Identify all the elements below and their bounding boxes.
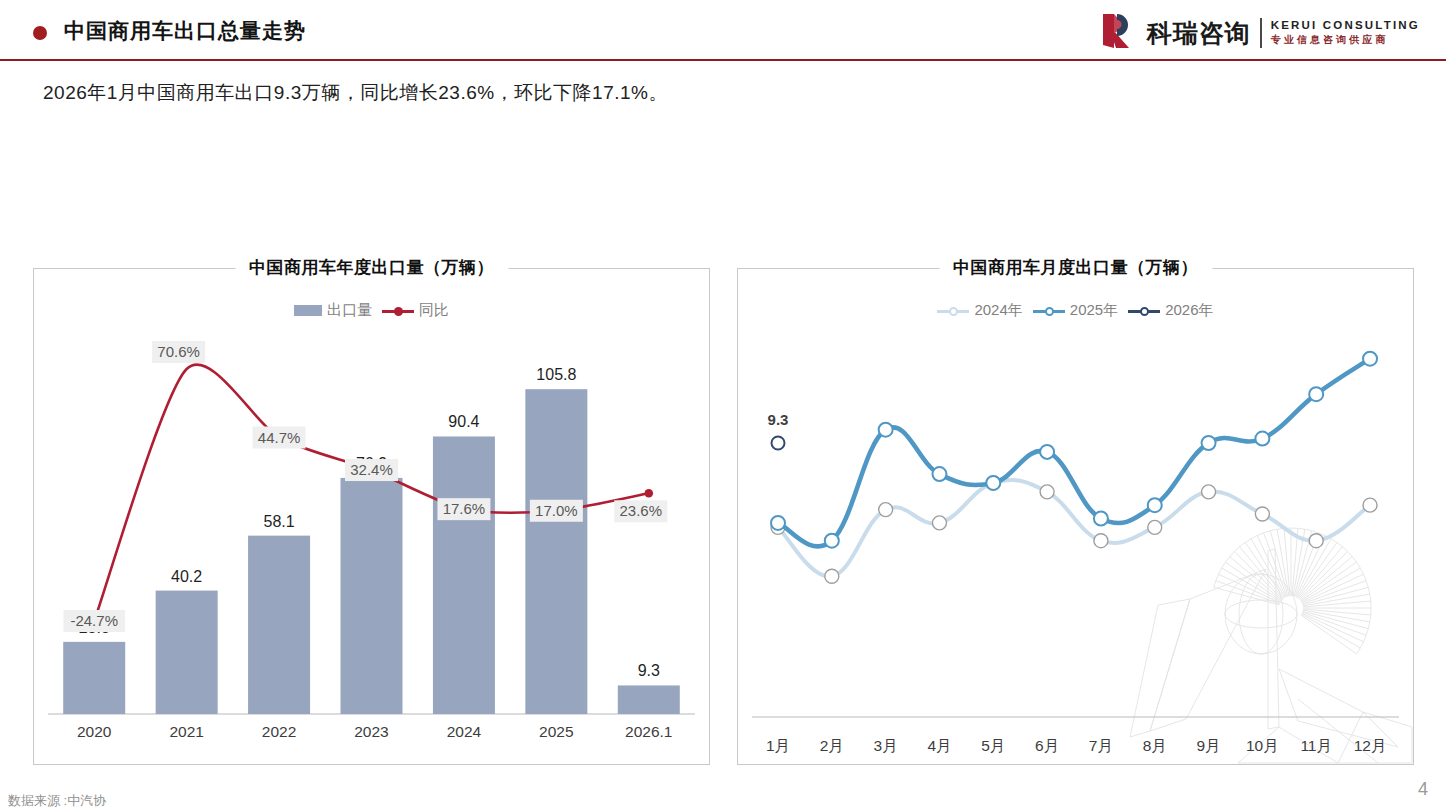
kerui-logo-mark-icon	[1098, 11, 1138, 55]
marker-2025	[1363, 352, 1377, 366]
marker-2024	[1363, 498, 1377, 512]
bar-2024	[433, 436, 495, 714]
summary-text: 2026年1月中国商用车出口9.3万辆，同比增长23.6%，环比下降17.1%。	[43, 80, 668, 106]
bar-value-label: 40.2	[171, 568, 202, 585]
marker-2024	[1040, 485, 1054, 499]
x-tick-label: 2022	[262, 723, 296, 740]
yoy-label: 70.6%	[157, 343, 200, 360]
bar-2020	[63, 642, 125, 714]
logo-separator	[1260, 18, 1262, 48]
bar-value-label: 105.8	[536, 366, 576, 383]
marker-2025	[1255, 432, 1269, 446]
kerui-logo: 科瑞咨询 KERUI CONSULTING 专业信息咨询供应商	[1098, 11, 1420, 55]
point-label-2026: 9.3	[768, 411, 789, 428]
x-tick-label: 2025	[539, 723, 573, 740]
x-tick-label: 7月	[1089, 737, 1113, 754]
marker-2024	[932, 516, 946, 530]
x-tick-label: 2021	[169, 723, 203, 740]
x-tick-label: 2020	[77, 723, 112, 740]
data-source: 数据来源 :中汽协	[8, 792, 106, 810]
marker-2025	[1309, 387, 1323, 401]
x-tick-label: 8月	[1143, 737, 1167, 754]
x-tick-label: 9月	[1196, 737, 1220, 754]
x-tick-label: 10月	[1246, 737, 1279, 754]
marker-2024	[1255, 507, 1269, 521]
x-tick-label: 2026.1	[625, 723, 672, 740]
page-title: 中国商用车出口总量走势	[64, 17, 306, 45]
logo-cn-text: 科瑞咨询	[1147, 17, 1251, 50]
slide: 中国商用车出口总量走势 科瑞咨询 KERUI CONSULTING 专业信息咨询…	[0, 0, 1446, 811]
marker-2025	[932, 467, 946, 481]
bar-2022	[248, 536, 310, 714]
logo-tagline: 专业信息咨询供应商	[1271, 33, 1420, 47]
header-bullet-icon	[33, 26, 47, 40]
annual-export-chart: 中国商用车年度出口量（万辆） 出口量 同比 23.5202040.2202158…	[33, 268, 710, 765]
annual-chart-plot: 23.5202040.2202158.1202276.9202390.42024…	[34, 269, 709, 764]
header-divider	[0, 59, 1446, 61]
bar-2026.1	[618, 685, 680, 714]
x-tick-label: 5月	[981, 737, 1005, 754]
x-tick-label: 2023	[354, 723, 388, 740]
marker-2025	[879, 423, 893, 437]
marker-2024	[1148, 520, 1162, 534]
marker-2025	[825, 534, 839, 548]
marker-2025	[771, 516, 785, 530]
logo-en-text: KERUI CONSULTING	[1271, 19, 1420, 31]
x-tick-label: 4月	[927, 737, 951, 754]
x-tick-label: 12月	[1354, 737, 1387, 754]
bar-value-label: 9.3	[638, 662, 660, 679]
x-tick-label: 2月	[820, 737, 844, 754]
yoy-label: 44.7%	[258, 429, 301, 446]
x-tick-label: 3月	[874, 737, 898, 754]
marker-2025	[1202, 436, 1216, 450]
x-tick-label: 1月	[766, 737, 790, 754]
x-tick-label: 6月	[1035, 737, 1059, 754]
marker-2025	[1148, 498, 1162, 512]
marker-2024	[825, 569, 839, 583]
yoy-label: 17.6%	[443, 500, 486, 517]
marker-2026	[772, 437, 785, 450]
marker-2024	[1094, 534, 1108, 548]
monthly-export-chart: 中国商用车月度出口量（万辆） 2024年 2025年 2026年	[737, 268, 1414, 765]
x-tick-label: 2024	[447, 723, 482, 740]
x-tick-label: 11月	[1300, 737, 1332, 754]
yoy-endpoint-marker	[644, 489, 653, 498]
monthly-chart-plot: 1月 2月 3月 4月 5月 6月 7月 8月 9月 10月 11月 12月 9.3	[738, 269, 1413, 764]
marker-2025	[1094, 511, 1108, 525]
page-number: 4	[1418, 779, 1428, 800]
yoy-label: 32.4%	[350, 461, 393, 478]
watermark-wireframe	[1130, 528, 1412, 763]
yoy-label: 23.6%	[620, 502, 663, 519]
marker-2024	[879, 503, 893, 517]
marker-2024	[1202, 485, 1216, 499]
bar-2023	[341, 478, 403, 714]
bar-value-label: 90.4	[448, 413, 479, 430]
yoy-label: 17.0%	[535, 502, 578, 519]
bar-value-label: 58.1	[264, 513, 295, 530]
marker-2024	[1309, 534, 1323, 548]
bar-2021	[156, 591, 218, 714]
line-2024	[778, 480, 1370, 576]
marker-2025	[1040, 445, 1054, 459]
yoy-label: -24.7%	[70, 612, 118, 629]
bar-2025	[525, 389, 587, 714]
marker-2025	[986, 476, 1000, 490]
